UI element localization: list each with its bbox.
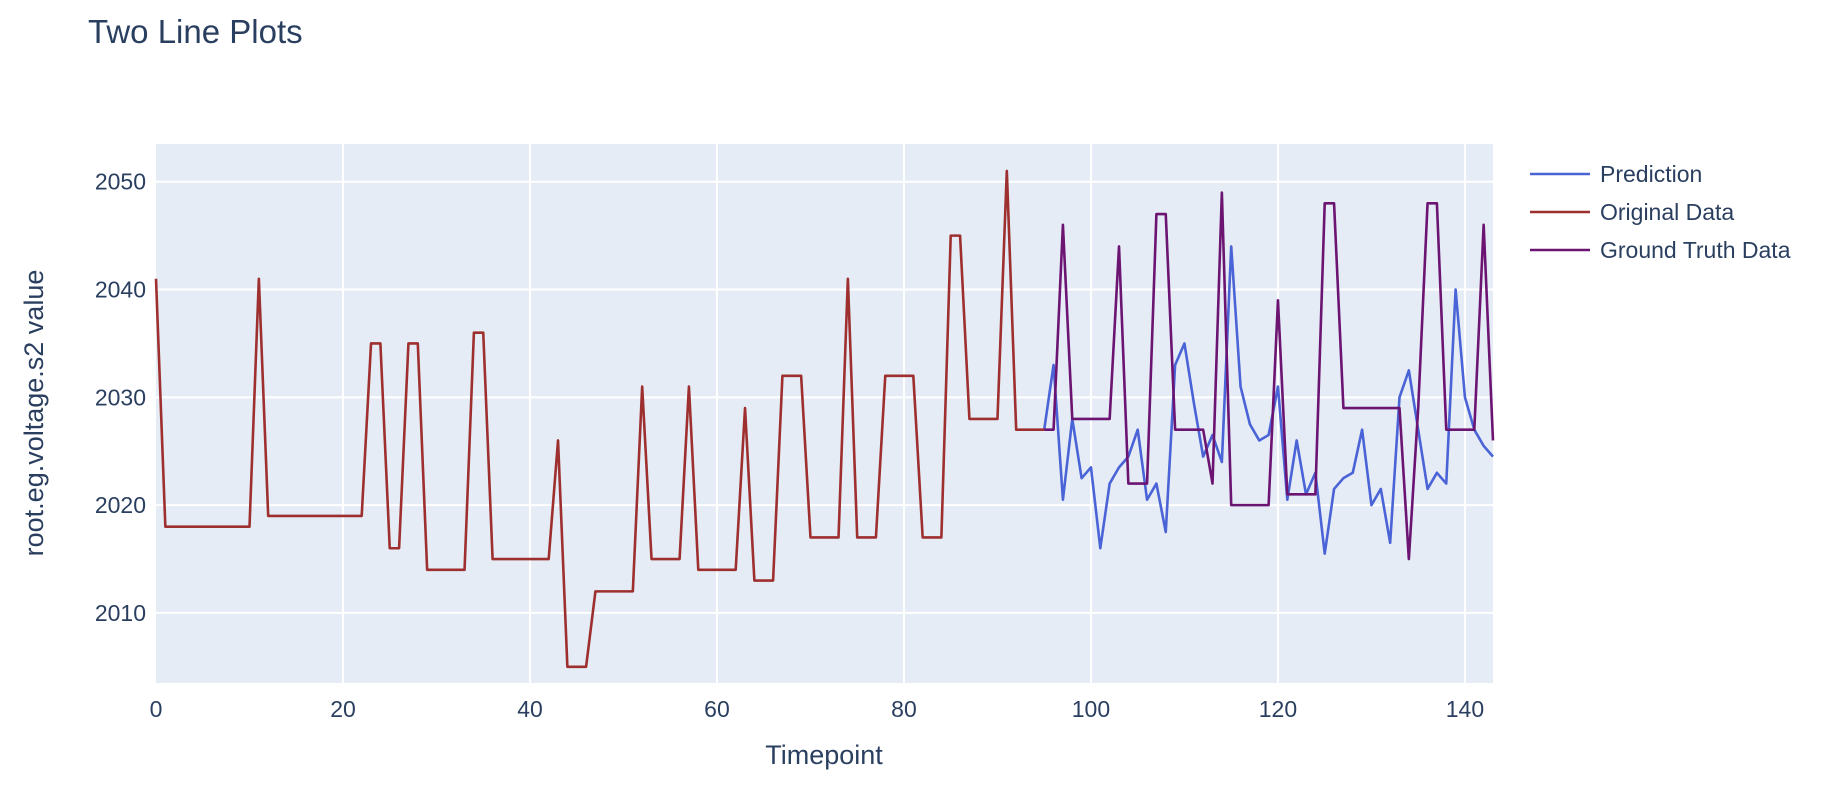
y-tick-label: 2010 — [95, 600, 146, 626]
y-tick-label: 2030 — [95, 384, 146, 410]
plot-area — [156, 144, 1493, 683]
legend-item-original-data[interactable]: Original Data — [1530, 199, 1734, 225]
y-tick-label: 2050 — [95, 169, 146, 195]
x-tick-label: 100 — [1072, 696, 1110, 722]
series-line-original-data — [154, 169, 1045, 669]
x-axis-title: Timepoint — [765, 740, 883, 770]
series-line-ground-truth-data — [1044, 191, 1495, 561]
legend: Prediction Original Data Ground Truth Data — [1530, 161, 1791, 263]
legend-label: Ground Truth Data — [1600, 237, 1791, 263]
series-layer — [154, 169, 1495, 669]
y-tick-label: 2040 — [95, 277, 146, 303]
x-tick-label: 120 — [1259, 696, 1297, 722]
chart-title: Two Line Plots — [88, 13, 303, 50]
x-tick-label: 20 — [330, 696, 356, 722]
y-tick-label: 2020 — [95, 492, 146, 518]
x-tick-label: 80 — [891, 696, 917, 722]
x-axis-ticks: 0 20 40 60 80 100 120 140 — [150, 696, 1485, 722]
legend-label: Original Data — [1600, 199, 1734, 225]
legend-item-ground-truth-data[interactable]: Ground Truth Data — [1530, 237, 1791, 263]
y-axis-ticks: 2010 2020 2030 2040 2050 — [95, 169, 146, 626]
legend-label: Prediction — [1600, 161, 1702, 187]
y-axis-title: root.eg.voltage.s2 value — [19, 270, 49, 557]
x-tick-label: 40 — [517, 696, 543, 722]
x-tick-label: 0 — [150, 696, 163, 722]
series-line-prediction — [1042, 245, 1494, 555]
x-gridlines — [341, 144, 1466, 683]
legend-item-prediction[interactable]: Prediction — [1530, 161, 1702, 187]
x-tick-label: 140 — [1446, 696, 1484, 722]
y-gridlines — [156, 180, 1493, 614]
x-tick-label: 60 — [704, 696, 730, 722]
